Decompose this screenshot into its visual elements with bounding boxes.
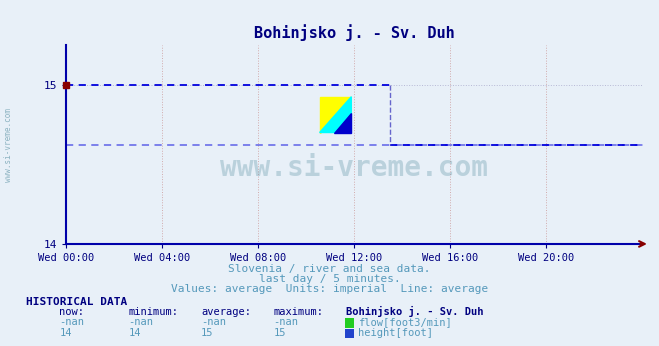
Text: -nan: -nan xyxy=(273,317,299,327)
Text: minimum:: minimum: xyxy=(129,307,179,317)
Text: -nan: -nan xyxy=(201,317,226,327)
Text: Values: average  Units: imperial  Line: average: Values: average Units: imperial Line: av… xyxy=(171,284,488,294)
Text: www.si-vreme.com: www.si-vreme.com xyxy=(220,154,488,182)
Text: last day / 5 minutes.: last day / 5 minutes. xyxy=(258,274,401,284)
Text: flow[foot3/min]: flow[foot3/min] xyxy=(358,317,451,327)
Text: www.si-vreme.com: www.si-vreme.com xyxy=(4,108,13,182)
Text: average:: average: xyxy=(201,307,251,317)
Text: 15: 15 xyxy=(273,328,286,338)
Polygon shape xyxy=(334,113,351,133)
Polygon shape xyxy=(320,97,351,133)
Text: maximum:: maximum: xyxy=(273,307,324,317)
Text: 14: 14 xyxy=(129,328,141,338)
Title: Bohinjsko j. - Sv. Duh: Bohinjsko j. - Sv. Duh xyxy=(254,24,455,41)
Text: Bohinjsko j. - Sv. Duh: Bohinjsko j. - Sv. Duh xyxy=(346,306,484,317)
Polygon shape xyxy=(320,97,351,133)
Text: HISTORICAL DATA: HISTORICAL DATA xyxy=(26,297,128,307)
Text: -nan: -nan xyxy=(129,317,154,327)
Text: 14: 14 xyxy=(59,328,72,338)
Text: height[foot]: height[foot] xyxy=(358,328,433,338)
Text: 15: 15 xyxy=(201,328,214,338)
Text: -nan: -nan xyxy=(59,317,84,327)
Text: now:: now: xyxy=(59,307,84,317)
Text: Slovenia / river and sea data.: Slovenia / river and sea data. xyxy=(228,264,431,274)
